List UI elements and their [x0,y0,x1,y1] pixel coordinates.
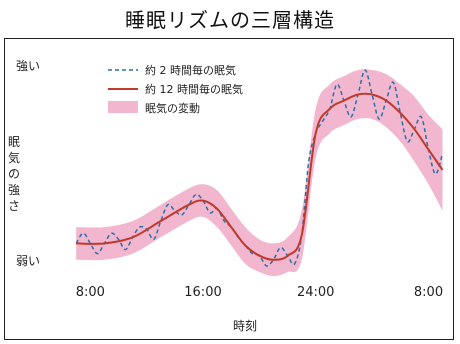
x-tick-label: 24:00 [297,285,334,300]
legend-swatch-band [108,101,138,113]
y-bottom-label: 弱い [16,254,40,268]
series-line-12h [76,92,444,261]
band-layer [76,69,443,277]
legend-label: 約 2 時間毎の眠気 [145,63,236,77]
x-axis-label: 時刻 [233,319,257,333]
legend-label: 眠気の変動 [145,101,200,115]
x-tick-label: 16:00 [184,285,221,300]
y-axis-label-char: 気 [8,150,20,165]
x-tick-label: 8:00 [414,285,443,300]
legend: 約 2 時間毎の眠気 約 12 時間毎の眠気 眠気の変動 [108,63,243,115]
x-ticks: 8:00 16:00 24:00 8:00 [76,285,443,300]
series-band [76,69,443,277]
y-axis-label-char: の [8,167,20,181]
y-top-label: 強い [16,59,40,73]
legend-label: 約 12 時間毎の眠気 [145,82,243,96]
y-axis-label-char: 眠 [8,135,20,149]
y-axis-label-char: さ [8,199,20,213]
chart-title: 睡眠リズムの三層構造 [125,8,335,32]
chart-frame [4,38,454,340]
main-layer [76,92,444,261]
x-tick-label: 8:00 [76,285,105,300]
y-axis-label-char: 強 [8,183,20,197]
y-axis-label: 眠 気 の 強 さ [8,135,20,213]
